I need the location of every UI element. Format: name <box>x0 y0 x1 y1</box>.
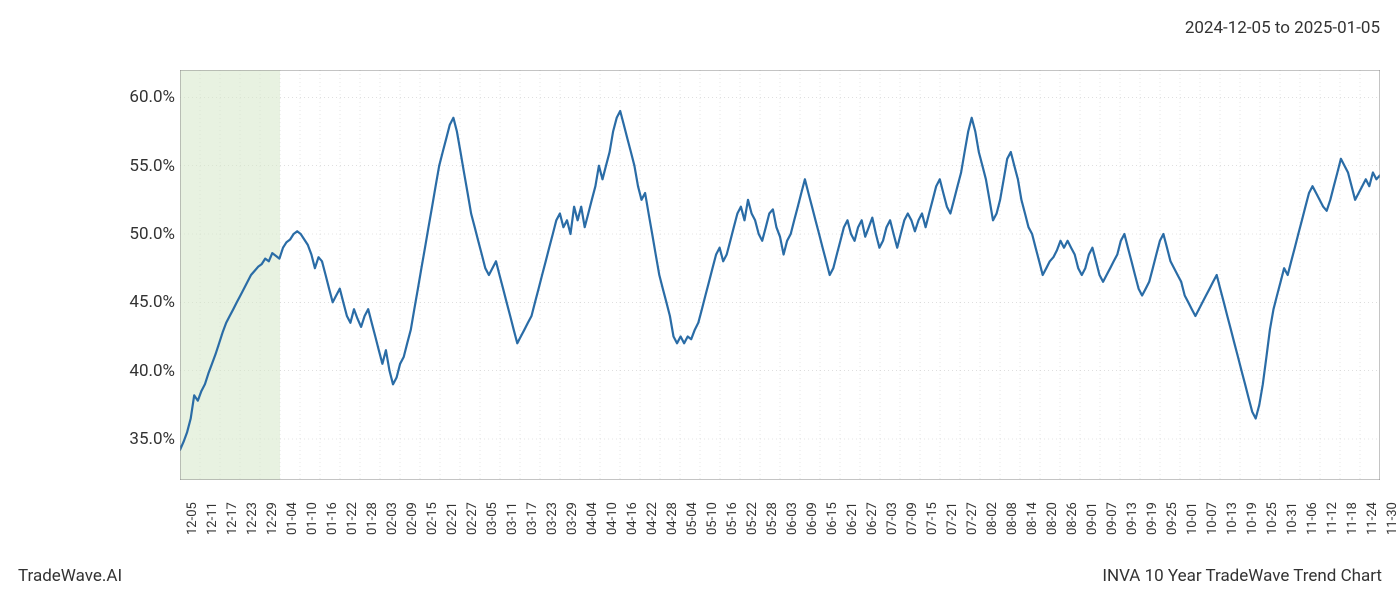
x-tick-label: 05-16 <box>725 502 740 535</box>
x-tick-label: 11-18 <box>1345 502 1360 535</box>
x-tick-label: 02-09 <box>405 502 420 535</box>
x-tick-label: 07-03 <box>885 502 900 535</box>
y-tick-label: 35.0% <box>129 429 175 449</box>
x-tick-label: 06-03 <box>785 502 800 535</box>
x-tick-label: 10-07 <box>1205 502 1220 535</box>
x-tick-label: 11-24 <box>1365 502 1380 535</box>
x-tick-label: 11-30 <box>1385 502 1400 535</box>
x-tick-label: 01-22 <box>345 502 360 535</box>
x-tick-label: 12-23 <box>245 502 260 535</box>
x-tick-label: 11-06 <box>1305 502 1320 535</box>
x-tick-label: 07-09 <box>905 502 920 535</box>
x-tick-label: 02-15 <box>425 502 440 535</box>
x-tick-label: 01-28 <box>365 502 380 535</box>
x-tick-label: 02-21 <box>445 502 460 535</box>
x-tick-label: 12-05 <box>185 502 200 535</box>
x-tick-label: 12-17 <box>225 502 240 535</box>
x-tick-label: 01-04 <box>285 502 300 535</box>
x-tick-label: 08-02 <box>985 502 1000 535</box>
x-tick-label: 08-26 <box>1065 502 1080 535</box>
x-tick-label: 05-04 <box>685 502 700 535</box>
date-range-label: 2024-12-05 to 2025-01-05 <box>1185 18 1380 38</box>
x-tick-label: 02-03 <box>385 502 400 535</box>
x-tick-label: 05-10 <box>705 502 720 535</box>
y-tick-label: 40.0% <box>129 361 175 381</box>
x-tick-label: 12-29 <box>265 502 280 535</box>
y-tick-label: 45.0% <box>129 292 175 312</box>
y-tick-label: 55.0% <box>129 156 175 176</box>
x-tick-label: 03-11 <box>505 502 520 535</box>
brand-label: TradeWave.AI <box>18 566 122 586</box>
x-tick-label: 04-16 <box>625 502 640 535</box>
x-tick-label: 09-07 <box>1105 502 1120 535</box>
x-tick-label: 08-20 <box>1045 502 1060 535</box>
x-tick-label: 10-13 <box>1225 502 1240 535</box>
x-tick-label: 07-15 <box>925 502 940 535</box>
x-tick-label: 04-28 <box>665 502 680 535</box>
x-tick-label: 08-14 <box>1025 502 1040 535</box>
x-tick-label: 03-29 <box>565 502 580 535</box>
x-tick-label: 10-19 <box>1245 502 1260 535</box>
x-tick-label: 12-11 <box>205 502 220 535</box>
x-tick-label: 06-21 <box>845 502 860 535</box>
x-tick-label: 02-27 <box>465 502 480 535</box>
x-tick-label: 04-10 <box>605 502 620 535</box>
x-tick-label: 03-05 <box>485 502 500 535</box>
x-tick-label: 10-25 <box>1265 502 1280 535</box>
x-tick-label: 03-17 <box>525 502 540 535</box>
x-tick-label: 04-04 <box>585 502 600 535</box>
x-tick-label: 07-21 <box>945 502 960 535</box>
x-tick-label: 04-22 <box>645 502 660 535</box>
x-tick-label: 11-12 <box>1325 502 1340 535</box>
x-tick-label: 10-31 <box>1285 502 1300 535</box>
trend-chart <box>180 70 1380 480</box>
y-axis-labels: 35.0% 40.0% 45.0% 50.0% 55.0% 60.0% <box>80 70 175 480</box>
chart-title: INVA 10 Year TradeWave Trend Chart <box>1102 566 1382 586</box>
x-tick-label: 05-22 <box>745 502 760 535</box>
x-tick-label: 08-08 <box>1005 502 1020 535</box>
x-tick-label: 06-15 <box>825 502 840 535</box>
x-tick-label: 06-27 <box>865 502 880 535</box>
y-tick-label: 50.0% <box>129 224 175 244</box>
chart-container <box>180 70 1380 480</box>
x-tick-label: 06-09 <box>805 502 820 535</box>
x-tick-label: 05-28 <box>765 502 780 535</box>
x-tick-label: 01-10 <box>305 502 320 535</box>
y-tick-label: 60.0% <box>129 87 175 107</box>
x-tick-label: 09-25 <box>1165 502 1180 535</box>
x-tick-label: 07-27 <box>965 502 980 535</box>
x-tick-label: 03-23 <box>545 502 560 535</box>
x-tick-label: 10-01 <box>1185 502 1200 535</box>
x-tick-label: 09-13 <box>1125 502 1140 535</box>
x-tick-label: 09-01 <box>1085 502 1100 535</box>
x-tick-label: 01-16 <box>325 502 340 535</box>
x-axis-labels: 12-05 12-11 12-17 12-23 12-29 01-04 01-10 01-16… <box>180 485 1380 555</box>
x-tick-label: 09-19 <box>1145 502 1160 535</box>
